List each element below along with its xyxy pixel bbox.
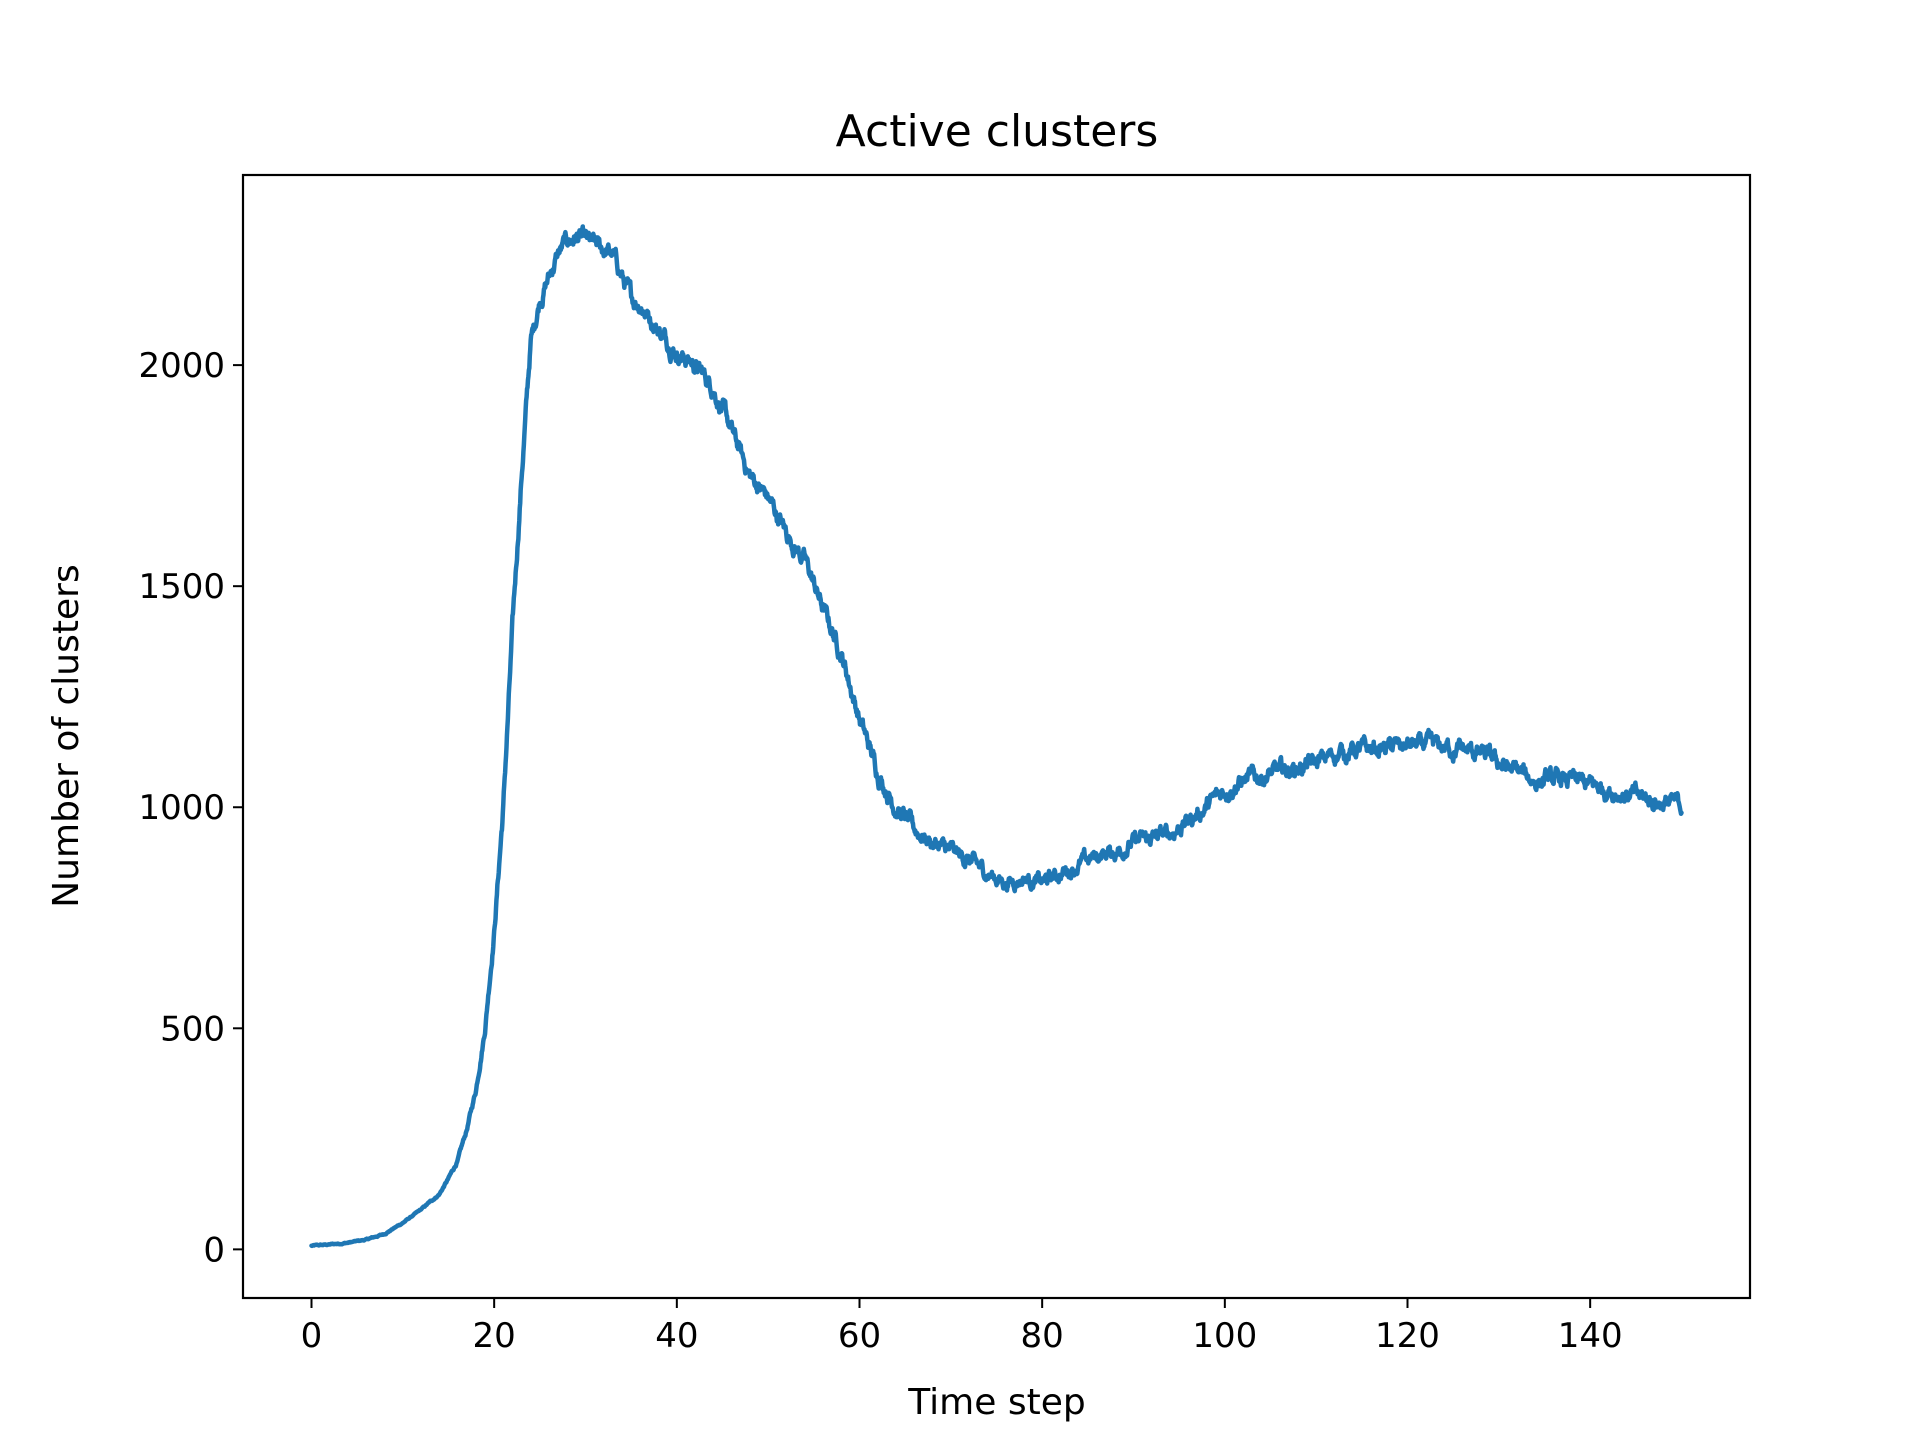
x-tick-label: 20 bbox=[473, 1316, 516, 1356]
y-tick-label: 500 bbox=[160, 1009, 225, 1049]
series-line bbox=[309, 224, 1684, 1249]
y-axis: 0 500 1000 1500 2000 bbox=[138, 346, 243, 1270]
x-tick-label: 60 bbox=[838, 1316, 881, 1356]
x-tick-label: 120 bbox=[1375, 1316, 1440, 1356]
plot-background bbox=[243, 175, 1750, 1298]
x-tick-label: 0 bbox=[301, 1316, 323, 1356]
y-axis-title: Number of clusters bbox=[46, 564, 87, 907]
x-axis-title: Time step bbox=[907, 1382, 1085, 1423]
x-tick-label: 140 bbox=[1558, 1316, 1623, 1356]
y-tick-label: 1000 bbox=[138, 788, 225, 828]
plot-frame bbox=[241, 173, 1752, 1300]
y-tick-label: 1500 bbox=[138, 567, 225, 607]
chart-title: Active clusters bbox=[836, 106, 1159, 157]
x-axis: 0 20 40 60 80 100 120 140 bbox=[301, 1298, 1623, 1356]
plot-area bbox=[241, 173, 1752, 1300]
y-tick-label: 2000 bbox=[138, 346, 225, 386]
x-tick-label: 40 bbox=[655, 1316, 698, 1356]
x-tick-label: 80 bbox=[1021, 1316, 1064, 1356]
y-tick-label: 0 bbox=[203, 1230, 225, 1270]
x-tick-label: 100 bbox=[1192, 1316, 1257, 1356]
